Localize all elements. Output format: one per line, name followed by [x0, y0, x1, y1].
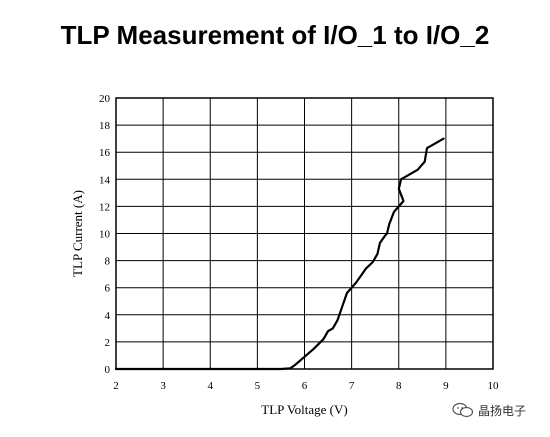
tlp-current-line [114, 137, 445, 371]
x-tick-label: 2 [113, 380, 119, 392]
x-tick-label: 6 [302, 380, 308, 392]
chart-title: TLP Measurement of I/O_1 to I/O_2 [60, 20, 490, 50]
x-tick-label: 5 [255, 380, 261, 392]
y-tick-label: 16 [99, 147, 111, 159]
y-tick-label: 10 [99, 229, 111, 241]
x-tick-label: 9 [443, 380, 449, 392]
watermark: 晶扬电子 [452, 400, 526, 420]
y-tick-label: 18 [99, 120, 111, 132]
watermark-text: 晶扬电子 [478, 403, 527, 418]
y-tick-label: 2 [105, 337, 111, 349]
grid-lines [116, 98, 493, 369]
plot-frame [115, 97, 494, 370]
y-tick-labels: 0 2 4 6 8 10 12 14 16 18 20 [99, 93, 111, 376]
y-tick-label: 0 [105, 364, 111, 376]
wechat-icon [452, 402, 474, 418]
y-axis-label: TLP Current (A) [70, 190, 85, 277]
y-tick-label: 4 [105, 310, 111, 322]
y-tick-label: 12 [99, 201, 110, 213]
y-tick-label: 8 [105, 256, 111, 268]
x-tick-label: 3 [160, 380, 166, 392]
x-axis-label: TLP Voltage (V) [261, 402, 347, 417]
y-tick-label: 14 [99, 174, 111, 186]
y-tick-label: 6 [105, 283, 111, 295]
x-tick-labels: 2 3 4 5 6 7 8 9 10 [113, 380, 499, 392]
y-tick-label: 20 [99, 93, 111, 105]
x-tick-label: 7 [349, 380, 355, 392]
x-tick-label: 4 [208, 380, 214, 392]
x-tick-label: 10 [488, 380, 500, 392]
x-tick-label: 8 [396, 380, 402, 392]
